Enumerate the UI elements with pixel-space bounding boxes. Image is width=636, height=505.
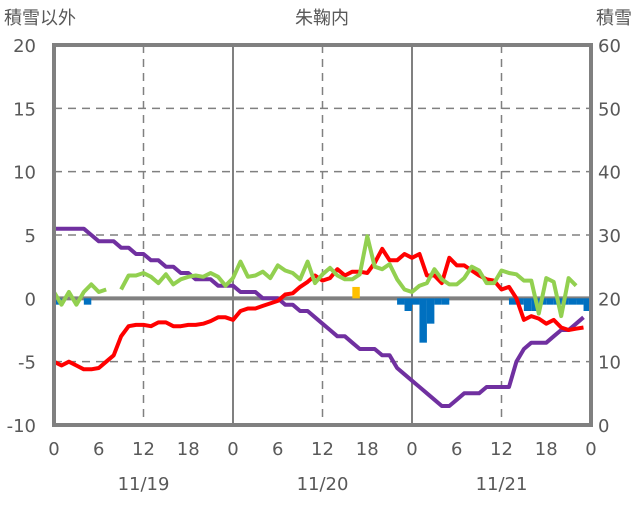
left-tick-label: 5 [25,226,36,247]
right-tick-label: 50 [598,99,621,120]
x-tick-label: 18 [356,439,379,460]
snow-bar [397,298,405,305]
x-tick-label: 6 [272,439,283,460]
right-axis-title: 積雪 [596,8,632,29]
chart-title: 朱鞠内 [295,8,349,29]
snow-bar [546,298,554,305]
series-line-purple [54,226,585,408]
left-axis-title: 積雪以外 [4,8,76,29]
snow-bar [404,298,412,311]
left-tick-label: 0 [25,289,36,310]
left-tick-label: 15 [13,99,36,120]
x-tick-label: 18 [535,439,558,460]
x-tick-label: 0 [48,439,59,460]
right-tick-label: 0 [598,416,609,437]
x-tick-label: 18 [177,439,200,460]
series-line-green [52,234,578,319]
date-label: 11/19 [118,474,170,495]
date-label: 11/21 [476,474,528,495]
x-tick-label: 0 [406,439,417,460]
x-tick-label: 12 [311,439,334,460]
snow-bar [83,298,92,305]
right-tick-label: 20 [598,289,621,310]
left-tick-label: 10 [13,163,36,184]
right-tick-label: 30 [598,226,621,247]
snow-bar [352,286,360,299]
x-tick-label: 0 [585,439,596,460]
snow-bar [583,298,591,311]
snow-bar [419,298,427,343]
snow-bar [523,298,532,311]
plot-frame [52,43,593,427]
x-tick-label: 12 [132,439,155,460]
snow-bar [568,298,577,305]
right-tick-label: 60 [598,36,621,57]
x-tick-label: 6 [451,439,462,460]
x-tick-label: 6 [93,439,104,460]
snow-bar [412,298,420,305]
x-tick-label: 0 [227,439,238,460]
right-tick-label: 40 [598,163,621,184]
series-line-red [53,246,584,372]
snow-bar [576,298,584,305]
left-tick-label: 20 [13,36,36,57]
date-label: 11/20 [297,474,349,495]
snow-bar [426,298,435,324]
right-tick-label: 10 [598,353,621,374]
snow-bar [441,298,450,305]
snow-bar [516,298,524,305]
left-tick-label: -5 [18,353,36,374]
snow-bar [508,298,517,305]
x-tick-label: 12 [490,439,513,460]
snow-bar [434,298,442,305]
left-tick-label: -10 [7,416,36,437]
